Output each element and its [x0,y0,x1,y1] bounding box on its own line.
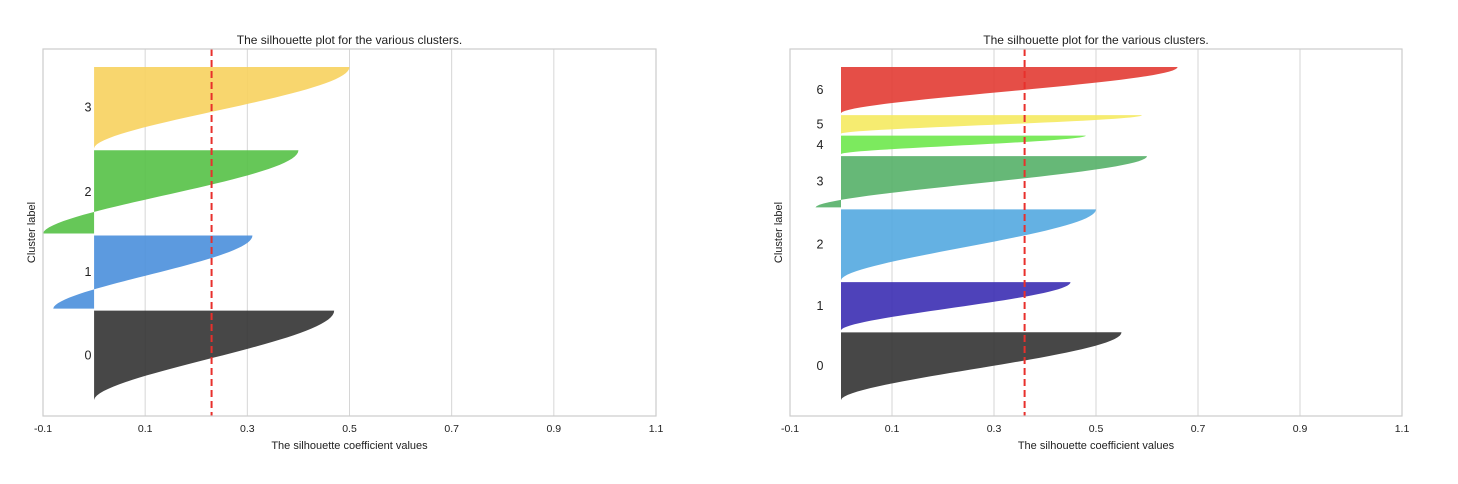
x-tick-label: 0.1 [885,423,900,435]
y-axis-label: Cluster label [773,202,785,263]
silhouette-cluster-0 [94,310,335,400]
x-tick-label: 0.1 [138,423,153,435]
chart-title: The silhouette plot for the various clus… [237,33,462,47]
cluster-label-4: 4 [817,138,824,152]
plot-frame [789,48,1403,417]
cluster-label-3: 3 [85,101,92,115]
chart-panel-1: 0 1 2 3 4 5 6 -0.1 0.1 0.3 0.5 0.7 0.9 1.1 The silhoue… [773,33,1409,452]
x-tick-label: 0.3 [987,423,1002,435]
silhouette-cluster-3 [815,156,1147,208]
cluster-label-6: 6 [817,83,824,97]
x-axis-label: The silhouette coefficient values [1018,440,1175,452]
x-axis-label: The silhouette coefficient values [271,440,428,452]
x-tick-label: -0.1 [781,423,799,435]
silhouette-cluster-6 [841,67,1178,114]
cluster-label-1: 1 [817,299,824,313]
cluster-label-5: 5 [817,117,824,131]
cluster-label-2: 2 [85,185,92,199]
silhouette-cluster-5 [841,115,1142,134]
x-tick-label: 0.5 [342,423,357,435]
cluster-label-0: 0 [817,359,824,373]
x-tick-label: 1.1 [1395,423,1410,435]
x-tick-label: 0.7 [444,423,459,435]
cluster-label-2: 2 [817,238,824,252]
plot-frame [42,48,657,417]
cluster-label-3: 3 [817,175,824,189]
silhouette-cluster-1 [841,282,1071,331]
cluster-label-0: 0 [85,348,92,362]
x-tick-label: 0.7 [1191,423,1206,435]
cluster-label-1: 1 [85,265,92,279]
silhouette-cluster-4 [841,135,1086,155]
x-tick-label: 0.9 [1293,423,1308,435]
chart-panel-0: 0 1 2 3 -0.1 0.1 0.3 0.5 0.7 0.9 1.1 The silhouette… [26,33,663,452]
x-tick-label: 0.3 [240,423,255,435]
silhouette-cluster-0 [841,332,1122,400]
x-tick-label: 0.5 [1089,423,1104,435]
x-tick-label: 0.9 [547,423,562,435]
silhouette-cluster-1 [53,235,253,309]
silhouette-cluster-2 [43,150,299,234]
y-axis-label: Cluster label [26,202,38,263]
x-tick-label: 1.1 [649,423,664,435]
silhouette-cluster-2 [841,209,1096,281]
chart-title: The silhouette plot for the various clus… [983,33,1208,47]
silhouette-cluster-3 [94,67,350,149]
x-tick-label: -0.1 [34,423,52,435]
